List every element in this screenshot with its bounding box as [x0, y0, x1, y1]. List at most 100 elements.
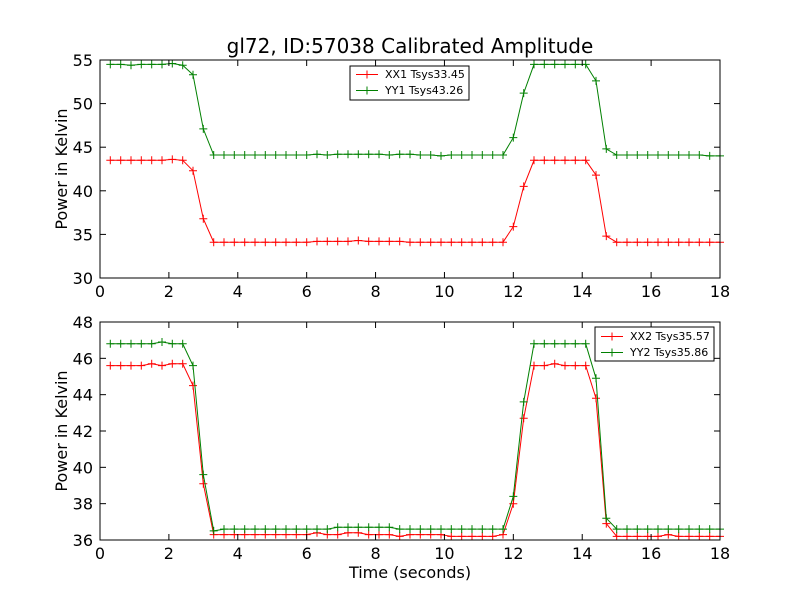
top-data-point-yy1: [478, 151, 487, 159]
bottom-data-point-yy2: [654, 525, 662, 534]
bottom-y-tick-label: 38: [73, 495, 93, 514]
bottom-data-point-xx2: [478, 532, 487, 541]
top-data-point-yy1: [643, 151, 652, 159]
top-data-point-yy1: [406, 150, 414, 159]
top-data-point-xx1: [612, 238, 621, 247]
bottom-y-tick-label: 36: [73, 531, 93, 550]
top-data-point-xx1: [488, 238, 497, 247]
bottom-y-tick-label: 46: [73, 349, 93, 368]
top-data-point-yy1: [251, 151, 259, 159]
top-data-point-yy1: [612, 151, 621, 159]
top-y-tick-label: 35: [73, 225, 93, 244]
top-data-point-xx1: [220, 238, 228, 247]
top-data-point-yy1: [220, 151, 228, 159]
top-data-point-xx1: [705, 238, 714, 247]
top-data-point-xx1: [385, 237, 394, 246]
bottom-data-point-yy2: [499, 525, 507, 534]
top-data-point-yy1: [209, 151, 218, 159]
top-data-point-yy1: [364, 150, 373, 159]
bottom-data-point-xx2: [623, 532, 631, 541]
bottom-data-point-yy2: [468, 525, 476, 534]
top-data-point-yy1: [519, 89, 528, 98]
bottom-legend-marker-xx2: [608, 332, 616, 341]
bottom-data-point-yy2: [323, 525, 332, 534]
top-data-point-xx1: [116, 156, 125, 165]
top-data-point-yy1: [271, 151, 280, 159]
bottom-data-point-xx2: [333, 530, 342, 539]
top-data-point-yy1: [592, 76, 600, 85]
top-legend-box: [349, 65, 470, 101]
top-data-point-xx1: [375, 237, 383, 246]
top-x-tick-label: 14: [572, 282, 592, 301]
top-data-point-xx1: [623, 238, 631, 247]
bottom-data-point-xx2: [468, 532, 476, 541]
top-data-point-xx1: [509, 222, 518, 231]
bottom-data-point-yy2: [313, 525, 321, 534]
top-data-point-xx1: [106, 156, 115, 165]
top-data-point-yy1: [127, 61, 135, 70]
bottom-data-point-yy2: [685, 525, 693, 534]
bottom-data-point-yy2: [344, 523, 352, 532]
top-data-point-xx1: [261, 238, 270, 247]
top-data-point-yy1: [158, 60, 166, 69]
bottom-data-point-yy2: [643, 525, 652, 534]
top-data-point-yy1: [468, 151, 476, 159]
bottom-data-point-xx2: [375, 530, 383, 539]
bottom-data-point-xx2: [571, 361, 580, 370]
bottom-x-tick-label: 0: [95, 544, 105, 563]
bottom-data-point-yy2: [375, 523, 383, 532]
top-data-point-yy1: [447, 151, 456, 159]
top-x-tick-label: 8: [370, 282, 380, 301]
top-data-point-xx1: [344, 237, 352, 246]
top-panel: 0 2 4 6 8 10 12 14 16 18 30 35 40 45 50 55 Power in Kel…: [52, 51, 730, 301]
top-x-tick-label: 4: [233, 282, 243, 301]
top-data-point-yy1: [602, 144, 611, 153]
top-y-tick-label: 55: [73, 51, 93, 70]
top-data-point-xx1: [530, 156, 538, 165]
top-tick-layer: 0 2 4 6 8 10 12 14 16 18 30 35 40 45 50 55: [73, 51, 731, 301]
bottom-x-tick-label: 4: [233, 544, 243, 563]
top-data-point-yy1: [623, 151, 631, 159]
top-data-point-xx1: [302, 238, 311, 247]
bottom-data-point-yy2: [127, 339, 135, 348]
top-data-point-yy1: [240, 151, 249, 159]
top-data-point-xx1: [499, 238, 507, 247]
bottom-data-point-yy2: [240, 525, 249, 534]
bottom-data-point-yy2: [612, 525, 621, 534]
top-data-point-xx1: [240, 238, 249, 247]
bottom-data-point-xx2: [633, 532, 642, 541]
top-data-point-yy1: [375, 150, 383, 159]
bottom-data-point-xx2: [581, 361, 590, 370]
bottom-data-point-yy2: [695, 525, 704, 534]
bottom-data-point-xx2: [612, 532, 621, 541]
bottom-data-point-xx2: [178, 359, 187, 368]
bottom-legend-marker-yy2: [608, 348, 616, 357]
top-data-point-yy1: [323, 151, 332, 159]
top-data-point-yy1: [189, 70, 197, 79]
bottom-data-point-yy2: [519, 397, 528, 406]
top-data-point-yy1: [416, 151, 425, 159]
top-data-point-yy1: [685, 151, 693, 159]
bottom-legend-box: [594, 326, 715, 362]
x-axis-label: Time (seconds): [348, 563, 471, 582]
bottom-data-point-yy2: [406, 525, 414, 534]
bottom-data-point-xx2: [592, 394, 600, 403]
bottom-data-point-yy2: [581, 339, 590, 348]
bottom-data-point-yy2: [395, 525, 404, 534]
bottom-data-point-yy2: [209, 526, 218, 535]
bottom-data-point-xx2: [457, 532, 466, 541]
top-data-point-xx1: [354, 236, 363, 245]
top-legend-marker-yy1: [363, 86, 371, 95]
bottom-data-point-xx2: [137, 361, 146, 370]
bottom-x-tick-label: 18: [710, 544, 730, 563]
bottom-data-point-yy2: [633, 525, 642, 534]
top-data-point-xx1: [230, 238, 239, 247]
top-data-point-xx1: [581, 156, 590, 165]
top-data-point-xx1: [137, 156, 146, 165]
bottom-data-point-xx2: [127, 361, 135, 370]
bottom-legend-label-xx2: XX2 Tsys35.57: [630, 330, 710, 343]
top-data-point-yy1: [302, 151, 311, 159]
bottom-y-tick-label: 44: [73, 386, 93, 405]
bottom-data-point-yy2: [147, 339, 156, 348]
